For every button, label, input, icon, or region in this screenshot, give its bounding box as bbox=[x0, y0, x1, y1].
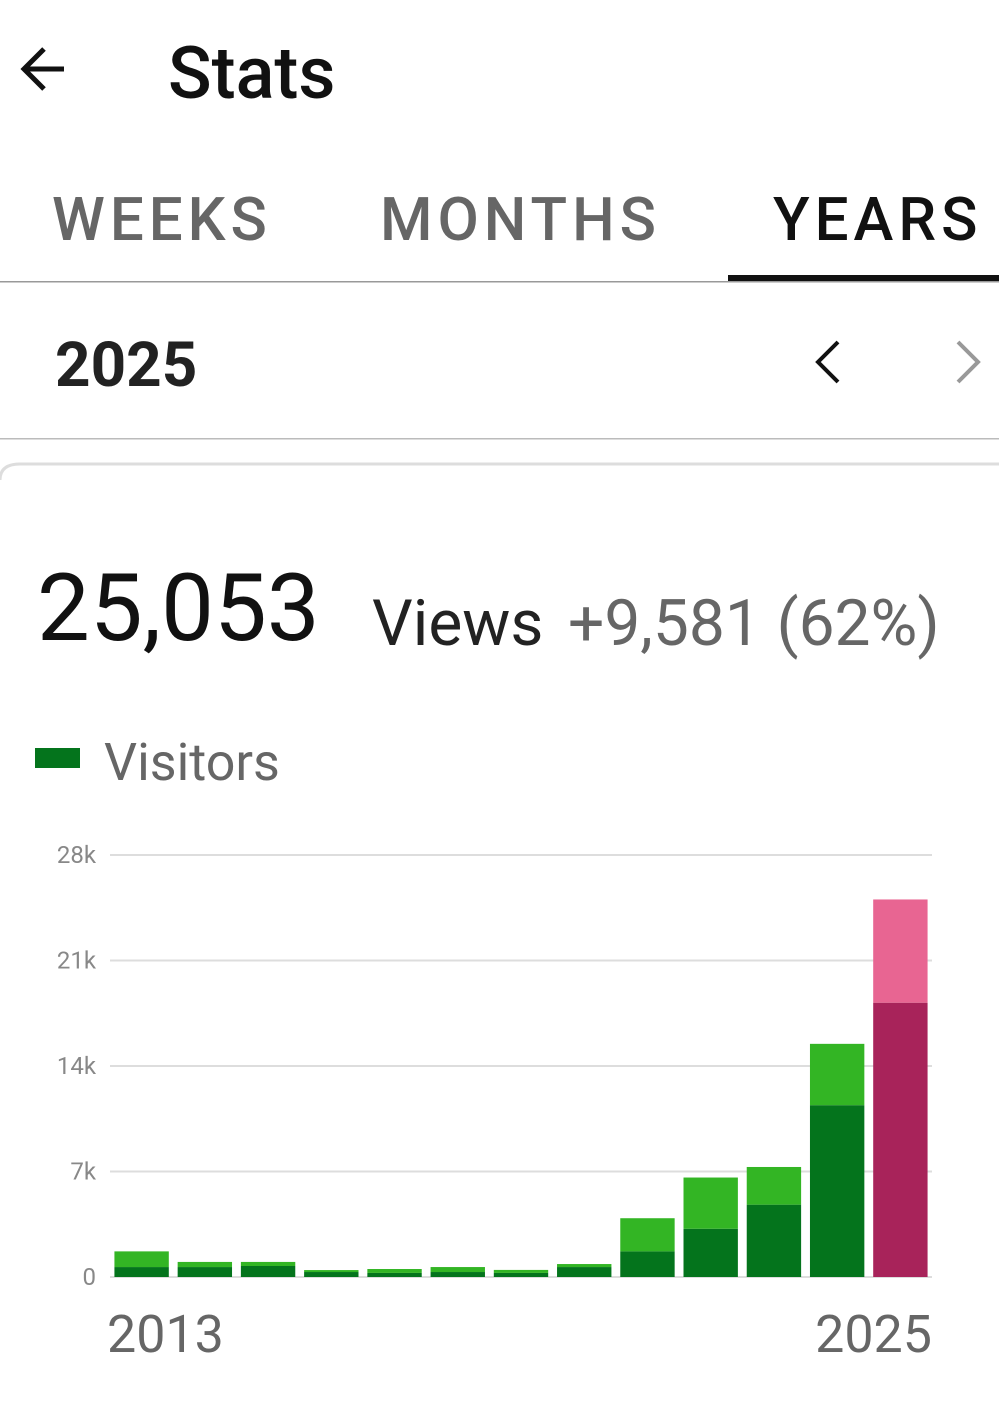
y-tick-label: 7k bbox=[70, 1158, 96, 1186]
back-button[interactable] bbox=[20, 47, 64, 91]
bar-segment bbox=[746, 1166, 802, 1205]
next-button[interactable] bbox=[956, 340, 981, 384]
bar-segment bbox=[683, 1228, 738, 1277]
bar-segment bbox=[430, 1272, 485, 1277]
bar-segment bbox=[367, 1269, 422, 1273]
previous-button[interactable] bbox=[815, 340, 840, 384]
period-label: 2025 bbox=[55, 329, 197, 402]
bar-segment bbox=[557, 1267, 612, 1277]
bar-segment bbox=[809, 1043, 865, 1106]
bar-segment bbox=[683, 1177, 738, 1229]
bar-segment bbox=[430, 1267, 485, 1273]
views-change: +9,581 (62%) bbox=[568, 586, 940, 661]
total-views: 25,053 bbox=[37, 553, 320, 663]
x-tick-label: 2013 bbox=[107, 1304, 224, 1365]
y-tick-label: 0 bbox=[83, 1263, 97, 1291]
divider bbox=[0, 281, 999, 283]
bar-segment bbox=[557, 1264, 612, 1268]
bar-segment bbox=[493, 1269, 549, 1273]
bar-segment bbox=[240, 1261, 296, 1266]
bar-segment bbox=[177, 1267, 233, 1277]
bar-segment bbox=[746, 1204, 802, 1277]
bar-segment bbox=[240, 1265, 296, 1277]
tab[interactable]: MONTHS bbox=[380, 184, 661, 255]
bar-segment bbox=[873, 1002, 928, 1277]
y-tick-label: 28k bbox=[57, 841, 97, 869]
bar-segment bbox=[114, 1251, 169, 1268]
bar-segment bbox=[620, 1251, 675, 1277]
bar-segment bbox=[367, 1272, 422, 1277]
bar-segment bbox=[873, 899, 928, 1003]
y-tick-label: 14k bbox=[57, 1052, 97, 1080]
legend-label: Visitors bbox=[104, 732, 280, 793]
page-title: Stats bbox=[168, 31, 335, 116]
bar-segment bbox=[809, 1105, 865, 1277]
y-tick-label: 21k bbox=[57, 947, 97, 975]
bar-segment bbox=[304, 1270, 359, 1273]
bar-segment bbox=[304, 1272, 359, 1277]
x-tick-label: 2025 bbox=[815, 1304, 932, 1365]
views-unit: Views bbox=[372, 586, 543, 661]
bar-segment bbox=[620, 1218, 675, 1252]
tab[interactable]: WEEKS bbox=[52, 184, 272, 255]
bar-segment bbox=[493, 1272, 549, 1277]
tab-indicator bbox=[728, 275, 999, 281]
card bbox=[0, 462, 999, 481]
tab-active[interactable]: YEARS bbox=[773, 184, 982, 255]
bar-segment bbox=[114, 1267, 169, 1277]
divider bbox=[0, 438, 999, 440]
legend-swatch bbox=[35, 748, 80, 768]
bar-segment bbox=[177, 1261, 233, 1268]
